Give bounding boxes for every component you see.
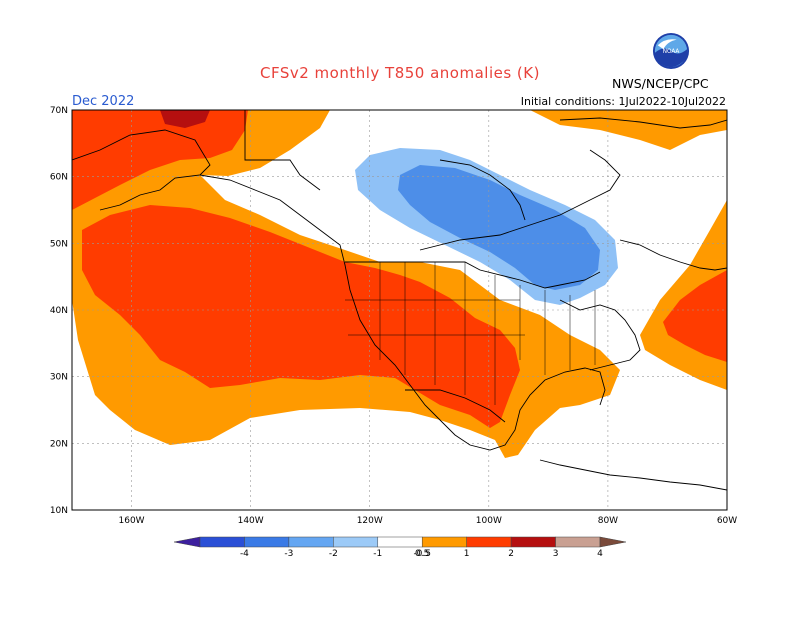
colorbar-label: 4 [597,549,603,559]
map-frame [71,109,728,511]
colorbar-label: -2 [329,549,338,559]
longitude-labels: 160W 140W 120W 100W 80W 60W [119,516,738,526]
initial-conditions: Initial conditions: 1Jul2022-10Jul2022 [520,95,726,108]
logo-text: NOAA [663,49,680,55]
colorbar-end-high [599,536,627,548]
colorbar-segment [377,536,423,548]
colorbar-label: -0.5 [413,549,431,559]
lat-tick-label: 60N [50,173,68,183]
colorbar-segment [555,536,601,548]
anomaly-region-warm-mid [72,110,727,428]
graticule [72,110,727,510]
latitude-labels: 10N 20N 30N 40N 50N 60N 70N [50,106,68,516]
coastlines [72,110,727,491]
anomaly-region-warm-dark [160,110,210,128]
colorbar-segment [288,536,334,548]
lon-tick-label: 140W [238,516,264,526]
colorbar-legend: -4 -3 -2 -1 -0.50.5 1 2 3 4 [173,536,627,559]
lon-tick-label: 80W [598,516,618,526]
lon-tick-label: 120W [357,516,383,526]
state-borders [345,262,596,405]
lat-tick-label: 30N [50,373,68,383]
noaa-logo: NOAA [652,32,690,70]
colorbar-label: 3 [553,549,559,559]
lon-tick-label: 100W [476,516,502,526]
lon-tick-label: 60W [717,516,737,526]
anomaly-region-cold-mid [398,165,600,290]
colorbar-label: 1 [464,549,470,559]
lat-tick-label: 10N [50,506,68,516]
lon-tick-label: 160W [119,516,145,526]
lat-tick-label: 50N [50,239,68,249]
colorbar-label: 2 [508,549,514,559]
colorbar-label: 0.5 [415,549,429,559]
chart-title: CFSv2 monthly T850 anomalies (K) [260,64,540,82]
lat-tick-label: 20N [50,439,68,449]
lat-tick-label: 40N [50,306,68,316]
lat-tick-label: 70N [50,106,68,116]
colorbar-end-low [173,536,201,548]
colorbar-label: -3 [284,549,293,559]
colorbar-segment [510,536,556,548]
forecast-month: Dec 2022 [72,94,135,109]
colorbar-segment [466,536,512,548]
agency-label: NWS/NCEP/CPC [612,76,709,91]
colorbar-segment [333,536,379,548]
colorbar-segment [244,536,290,548]
colorbar-segment [199,536,245,548]
colorbar-label: -1 [373,549,382,559]
colorbar-label: -4 [240,549,249,559]
colorbar-segment [421,536,467,548]
